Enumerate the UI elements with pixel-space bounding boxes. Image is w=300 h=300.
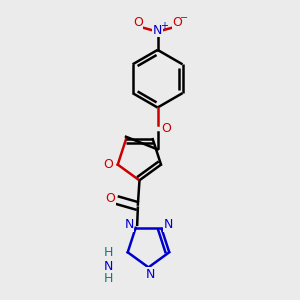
Text: O: O	[162, 122, 172, 135]
Text: +: +	[160, 21, 168, 31]
Text: O: O	[104, 158, 114, 171]
Text: O: O	[172, 16, 182, 29]
Text: O: O	[133, 16, 143, 29]
Text: N: N	[124, 218, 134, 231]
Text: N: N	[163, 218, 173, 231]
Text: N: N	[103, 260, 113, 273]
Text: O: O	[105, 192, 115, 205]
Text: N: N	[145, 268, 155, 281]
Text: H: H	[103, 246, 113, 259]
Text: −: −	[180, 13, 188, 23]
Text: N: N	[153, 24, 162, 37]
Text: H: H	[103, 272, 113, 286]
